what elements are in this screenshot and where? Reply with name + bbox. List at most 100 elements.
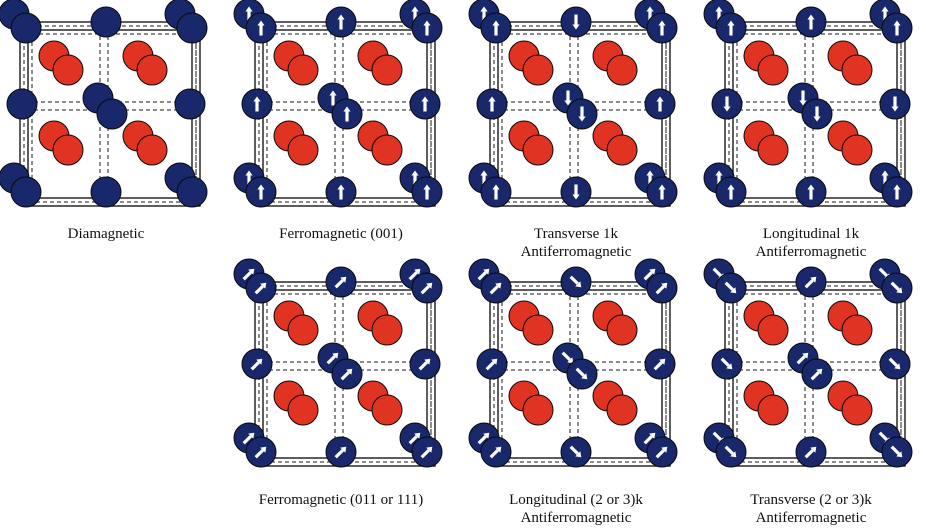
nonmagnetic-atom-1-front-sphere bbox=[757, 54, 789, 86]
magnetic-corner-atom-4-front bbox=[881, 436, 913, 468]
magnetic-corner-atom-3-front bbox=[245, 176, 277, 208]
magnetic-face-atom-top-arrow-head bbox=[810, 276, 817, 283]
magnetic-corner-atom-4-front bbox=[646, 176, 678, 208]
magnetic-face-atom-top-arrow-head bbox=[337, 14, 345, 20]
magnetic-face-atom-left bbox=[241, 88, 273, 120]
magnetic-corner-atom-1-back-arrow-shaft bbox=[242, 271, 252, 281]
magnetic-corner-atom-3-front-arrow-shaft bbox=[254, 449, 264, 459]
magnetic-corner-atom-2-front-arrow-head bbox=[896, 287, 903, 294]
magnetic-corner-atom-4-front bbox=[411, 176, 443, 208]
nonmagnetic-atom-1-front-sphere bbox=[52, 54, 84, 86]
magnetic-corner-atom-1-front bbox=[715, 272, 747, 304]
nonmagnetic-atom-2-front-sphere bbox=[606, 314, 638, 346]
magnetic-corner-atom-2-back-arrow-head bbox=[411, 6, 419, 12]
magnetic-center-atom-front bbox=[96, 98, 128, 130]
nonmagnetic-atom-4-front bbox=[606, 134, 638, 166]
caption-longitudinal-1k-line-1: Longitudinal 1k bbox=[763, 226, 860, 242]
magnetic-corner-atom-2-front bbox=[881, 272, 913, 304]
magnetic-corner-atom-4-back-arrow-head bbox=[646, 170, 654, 176]
nonmagnetic-atom-2-front-sphere bbox=[841, 54, 873, 86]
magnetic-face-atom-left-arrow-shaft bbox=[720, 357, 730, 367]
nonmagnetic-atom-2-front bbox=[606, 314, 638, 346]
magnetic-face-atom-bottom bbox=[795, 176, 827, 208]
magnetic-corner-atom-1-front-arrow-shaft bbox=[254, 285, 264, 295]
nonmagnetic-atom-1-front-sphere bbox=[757, 314, 789, 346]
magnetic-corner-atom-4-back-arrow-head bbox=[881, 170, 889, 176]
magnetic-center-atom-back-arrow-shaft bbox=[326, 355, 336, 365]
nonmagnetic-atom-2-front-sphere bbox=[371, 54, 403, 86]
magnetic-center-atom-front-arrow-shaft bbox=[340, 371, 350, 381]
panel-diamagnetic bbox=[0, 0, 208, 208]
magnetic-corner-atom-2-front-arrow-head bbox=[426, 282, 433, 289]
magnetic-corner-atom-4-front-arrow-head bbox=[658, 184, 666, 190]
nonmagnetic-atom-4-front bbox=[136, 134, 168, 166]
magnetic-corner-atom-2-front-arrow-shaft bbox=[420, 285, 430, 295]
magnetic-face-atom-bottom-arrow-head bbox=[337, 184, 345, 190]
nonmagnetic-atom-3-front bbox=[52, 134, 84, 166]
magnetic-corner-atom-2-front-sphere bbox=[176, 12, 208, 44]
magnetic-corner-atom-4-front bbox=[176, 176, 208, 208]
nonmagnetic-atom-2-front-sphere bbox=[841, 314, 873, 346]
magnetic-corner-atom-2-front-arrow-shaft bbox=[890, 281, 900, 291]
magnetic-face-atom-bottom-arrow-head bbox=[810, 446, 817, 453]
magnetic-center-atom-front-arrow-head bbox=[813, 116, 821, 122]
magnetic-face-atom-bottom-arrow-shaft bbox=[334, 449, 344, 459]
magnetic-corner-atom-4-front-arrow-head bbox=[423, 184, 431, 190]
nonmagnetic-atom-1-front bbox=[757, 314, 789, 346]
nonmagnetic-atom-2-front-sphere bbox=[606, 54, 638, 86]
magnetic-face-atom-bottom bbox=[795, 436, 827, 468]
magnetic-face-atom-right bbox=[409, 88, 441, 120]
magnetic-corner-atom-3-front-arrow-head bbox=[727, 184, 735, 190]
magnetic-corner-atom-1-back-arrow-shaft bbox=[712, 267, 722, 277]
magnetic-corner-atom-4-front-arrow-shaft bbox=[420, 449, 430, 459]
panel-ferro-001 bbox=[233, 0, 443, 208]
magnetic-corner-atom-1-front-arrow-head bbox=[495, 282, 502, 289]
magnetic-corner-atom-3-back-arrow-shaft bbox=[712, 431, 722, 441]
magnetic-face-atom-top bbox=[325, 6, 357, 38]
magnetic-face-atom-top-arrow-shaft bbox=[334, 279, 344, 289]
magnetic-corner-atom-4-front-arrow-shaft bbox=[890, 445, 900, 455]
magnetic-face-atom-bottom-arrow-head bbox=[807, 184, 815, 190]
panel-ferro-011-111 bbox=[233, 258, 443, 468]
magnetic-corner-atom-4-back-arrow-shaft bbox=[878, 431, 888, 441]
magnetic-face-atom-top bbox=[560, 266, 592, 298]
panel-longitudinal-1k bbox=[703, 0, 913, 208]
magnetic-corner-atom-3-front-sphere bbox=[10, 176, 42, 208]
magnetic-face-atom-left bbox=[241, 348, 273, 380]
magnetic-corner-atom-1-front bbox=[715, 12, 747, 44]
magnetic-face-atom-left bbox=[6, 88, 38, 120]
magnetic-corner-atom-2-front bbox=[646, 12, 678, 44]
magnetic-corner-atom-3-back-arrow-head bbox=[245, 170, 253, 176]
magnetic-face-atom-bottom-sphere bbox=[90, 176, 122, 208]
magnetic-corner-atom-1-front-arrow-head bbox=[727, 20, 735, 26]
magnetic-center-atom-front-arrow-head bbox=[581, 373, 588, 380]
magnetic-corner-atom-2-back-arrow-head bbox=[881, 6, 889, 12]
magnetic-corner-atom-3-front bbox=[480, 436, 512, 468]
magnetic-face-atom-right-arrow-shaft bbox=[653, 361, 663, 371]
magnetic-face-atom-right-arrow-head bbox=[424, 358, 431, 365]
magnetic-corner-atom-2-front-arrow-head bbox=[658, 20, 666, 26]
panel-longitudinal-2-3k bbox=[468, 258, 678, 468]
magnetic-corner-atom-3-front bbox=[245, 436, 277, 468]
magnetic-corner-atom-3-front bbox=[10, 176, 42, 208]
magnetic-face-atom-top-arrow-head bbox=[340, 276, 347, 283]
magnetic-corner-atom-4-front-arrow-head bbox=[661, 446, 668, 453]
magnetic-corner-atom-3-back-arrow-head bbox=[248, 432, 255, 439]
nonmagnetic-atom-1-front-sphere bbox=[522, 314, 554, 346]
magnetic-face-atom-left bbox=[711, 88, 743, 120]
magnetic-corner-atom-1-front-arrow-head bbox=[257, 20, 265, 26]
magnetic-face-atom-bottom-arrow-head bbox=[575, 451, 582, 458]
magnetic-face-atom-top-sphere bbox=[90, 6, 122, 38]
magnetic-corner-atom-3-front-arrow-shaft bbox=[489, 449, 499, 459]
magnetic-corner-atom-1-front bbox=[480, 272, 512, 304]
nonmagnetic-atom-4-front bbox=[371, 134, 403, 166]
magnetic-face-atom-bottom bbox=[560, 436, 592, 468]
magnetic-center-atom-back-arrow-head bbox=[329, 90, 337, 96]
magnetic-corner-atom-2-front-arrow-head bbox=[893, 20, 901, 26]
magnetic-face-atom-top bbox=[325, 266, 357, 298]
magnetic-center-atom-back-arrow-head bbox=[567, 357, 574, 364]
magnetic-face-atom-left-sphere bbox=[6, 88, 38, 120]
magnetic-corner-atom-2-front bbox=[881, 12, 913, 44]
magnetic-corner-atom-1-front bbox=[10, 12, 42, 44]
nonmagnetic-atom-1-front bbox=[757, 54, 789, 86]
